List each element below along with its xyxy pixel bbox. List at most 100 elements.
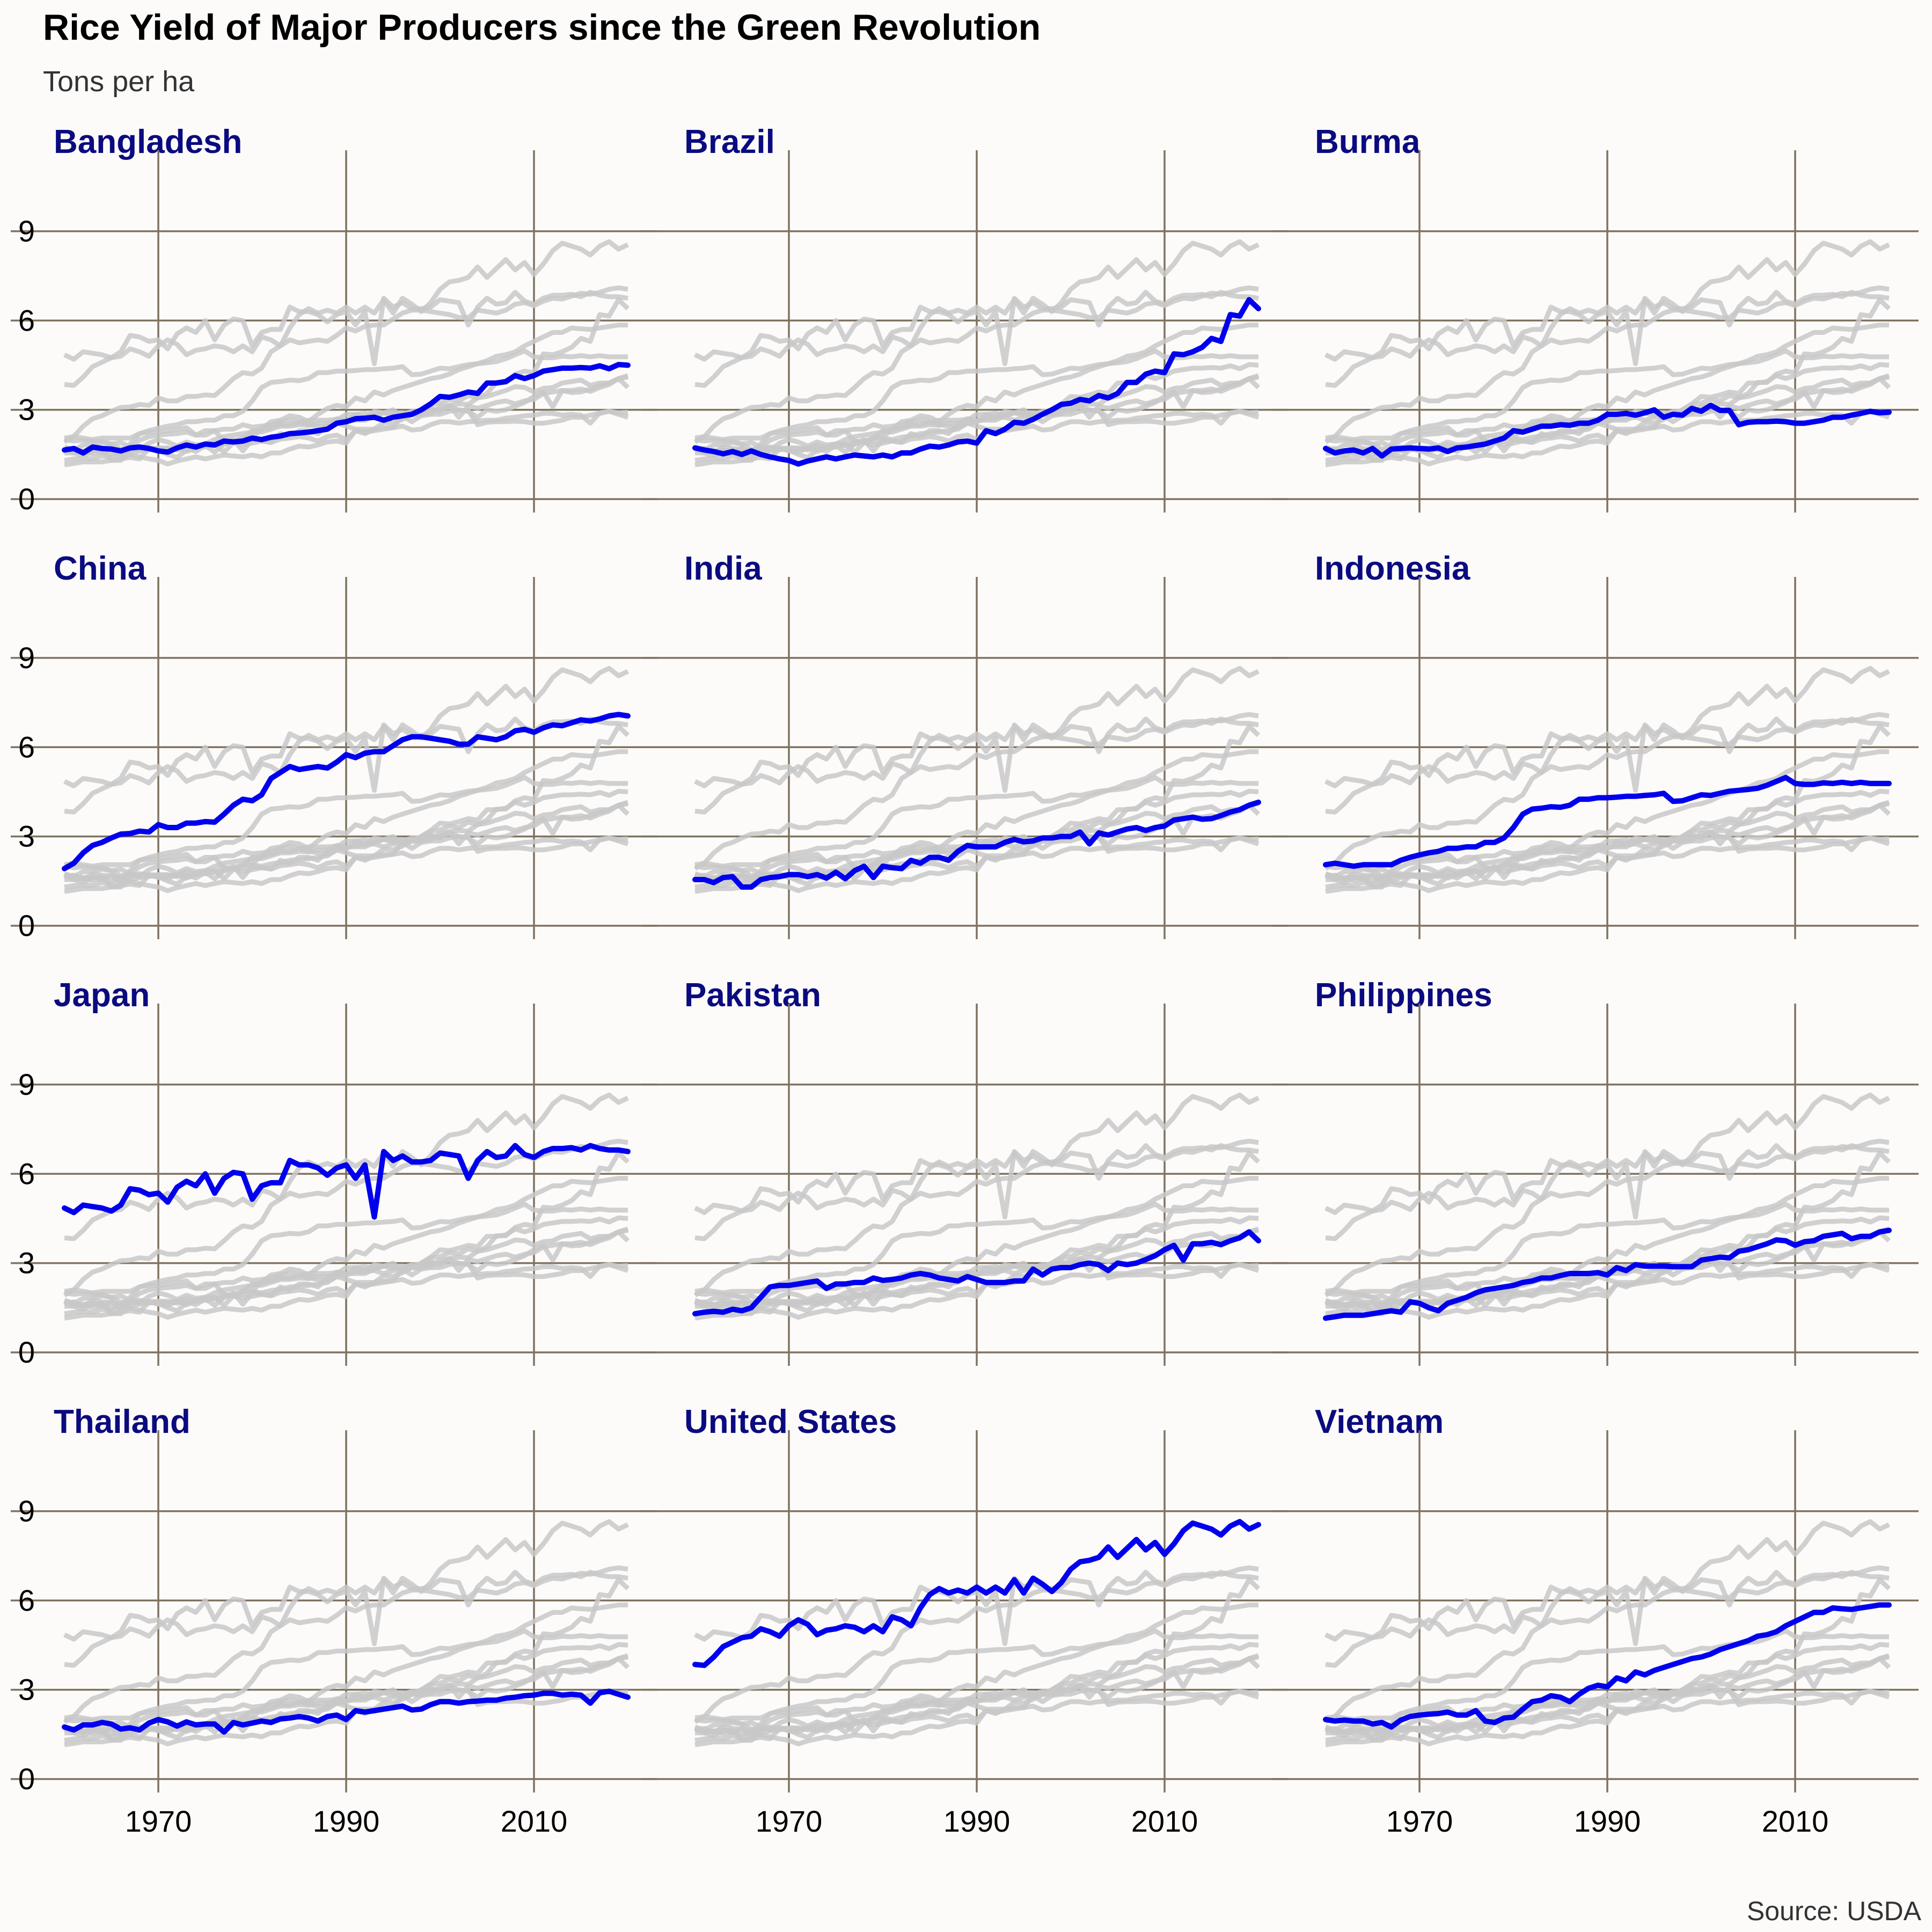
background-series-line	[694, 1092, 1260, 1241]
y-tick-label: 6	[18, 303, 35, 337]
y-tick-label: 3	[18, 393, 35, 427]
background-series-line	[64, 724, 630, 894]
panel-china: China 0 3 6 9	[11, 550, 657, 942]
background-series-line	[694, 775, 1258, 869]
highlight-series-line	[1323, 774, 1892, 869]
background-series-line	[694, 1228, 1259, 1321]
background-series-line	[64, 801, 628, 894]
highlight-series-line	[692, 1519, 1261, 1668]
y-tick-label: 6	[18, 1157, 35, 1190]
background-series-line	[64, 1577, 630, 1747]
panel-vietnam: Vietnam 1970 1990 2010	[1272, 1403, 1919, 1838]
background-series-line	[1325, 1628, 1889, 1722]
background-series-line	[64, 665, 629, 815]
panel-title: Japan	[54, 977, 150, 1014]
background-series-line	[694, 749, 1258, 876]
x-tick-label: 1970	[125, 1804, 192, 1838]
chart-subtitle: Tons per ha	[43, 65, 195, 98]
background-series-line	[1325, 749, 1889, 876]
background-series-line	[64, 1656, 630, 1743]
background-series-line	[64, 1228, 628, 1321]
background-series-line	[64, 1151, 630, 1320]
background-series-line	[1324, 716, 1890, 793]
x-tick-label: 2010	[1131, 1804, 1198, 1838]
background-series-line	[64, 1655, 628, 1747]
background-series-line	[694, 1655, 1259, 1747]
panel-title: Brazil	[684, 123, 775, 160]
panel-title: China	[54, 550, 147, 587]
background-series-line	[64, 239, 629, 388]
highlight-series-line	[1323, 402, 1892, 459]
y-tick-label: 0	[18, 1335, 35, 1369]
panel-title: Vietnam	[1315, 1403, 1444, 1440]
background-series-line	[63, 835, 629, 881]
panel-title: Thailand	[54, 1403, 191, 1440]
background-series-line	[694, 1570, 1259, 1646]
background-series-line	[1325, 1202, 1889, 1296]
background-series-line	[64, 749, 628, 876]
background-series-line	[1325, 1151, 1891, 1320]
background-series-line	[1325, 323, 1889, 450]
background-series-line	[64, 1092, 629, 1241]
background-series-line	[64, 1229, 630, 1316]
background-series-line	[694, 724, 1261, 894]
y-tick-label: 0	[18, 909, 35, 942]
background-series-line	[1325, 239, 1890, 388]
panel-pakistan: Pakistan	[641, 977, 1288, 1366]
highlight-series-line	[692, 799, 1261, 890]
y-tick-label: 0	[18, 482, 35, 516]
background-series-line	[64, 1202, 628, 1296]
background-series-line	[694, 1688, 1260, 1735]
background-series-line	[1325, 1519, 1890, 1668]
panel-bangladesh: Bangladesh 0 3 6 9	[11, 123, 657, 516]
y-tick-label: 9	[18, 1067, 35, 1101]
y-tick-label: 3	[18, 1673, 35, 1707]
background-series-line	[1325, 1655, 1890, 1747]
background-series-line	[1324, 1143, 1890, 1220]
background-series-line	[63, 408, 629, 455]
background-series-line	[694, 376, 1261, 463]
y-tick-label: 6	[18, 1583, 35, 1617]
background-series-line	[694, 1202, 1258, 1296]
background-series-line	[1325, 1229, 1891, 1316]
panel-japan: Japan 0 3 6 9	[11, 977, 657, 1369]
y-tick-label: 3	[18, 819, 35, 853]
background-series-line	[694, 1176, 1258, 1303]
chart-caption: Source: USDA	[1747, 1896, 1922, 1926]
background-series-line	[1325, 1656, 1891, 1743]
panel-title: Pakistan	[684, 977, 821, 1014]
highlight-series-line	[62, 712, 631, 872]
panel-indonesia: Indonesia	[1272, 550, 1919, 939]
background-series-line	[1324, 408, 1890, 455]
background-series-line	[63, 290, 628, 367]
panel-title: Indonesia	[1315, 550, 1470, 587]
background-series-line	[63, 1570, 628, 1646]
background-series-line	[64, 1628, 628, 1722]
background-series-line	[64, 297, 630, 467]
panel-title: Bangladesh	[54, 123, 242, 160]
background-series-line	[694, 375, 1259, 467]
y-tick-label: 9	[18, 214, 35, 248]
highlight-series-line	[692, 297, 1261, 467]
x-tick-label: 2010	[1762, 1804, 1829, 1838]
background-series-line	[1325, 724, 1891, 894]
background-series-line	[1324, 835, 1890, 881]
background-series-line	[1324, 1570, 1890, 1646]
background-series-line	[64, 1176, 628, 1303]
highlight-series-line	[1323, 1227, 1892, 1321]
highlight-series-line	[62, 1143, 631, 1220]
y-tick-label: 0	[18, 1762, 35, 1796]
chart-title: Rice Yield of Major Producers since the …	[43, 7, 1041, 48]
background-series-line	[64, 376, 630, 463]
background-series-line	[1324, 1688, 1890, 1735]
background-series-line	[1325, 1176, 1889, 1303]
background-series-line	[1325, 297, 1891, 467]
background-series-line	[1324, 1262, 1890, 1308]
panel-united-states: United States 1970 1990 2010	[641, 1403, 1288, 1838]
background-series-line	[694, 1656, 1261, 1743]
background-series-line	[694, 665, 1260, 815]
panel-title: India	[684, 550, 762, 587]
x-tick-label: 2010	[501, 1804, 568, 1838]
highlight-series-line	[62, 362, 631, 456]
panel-burma: Burma	[1272, 123, 1919, 513]
